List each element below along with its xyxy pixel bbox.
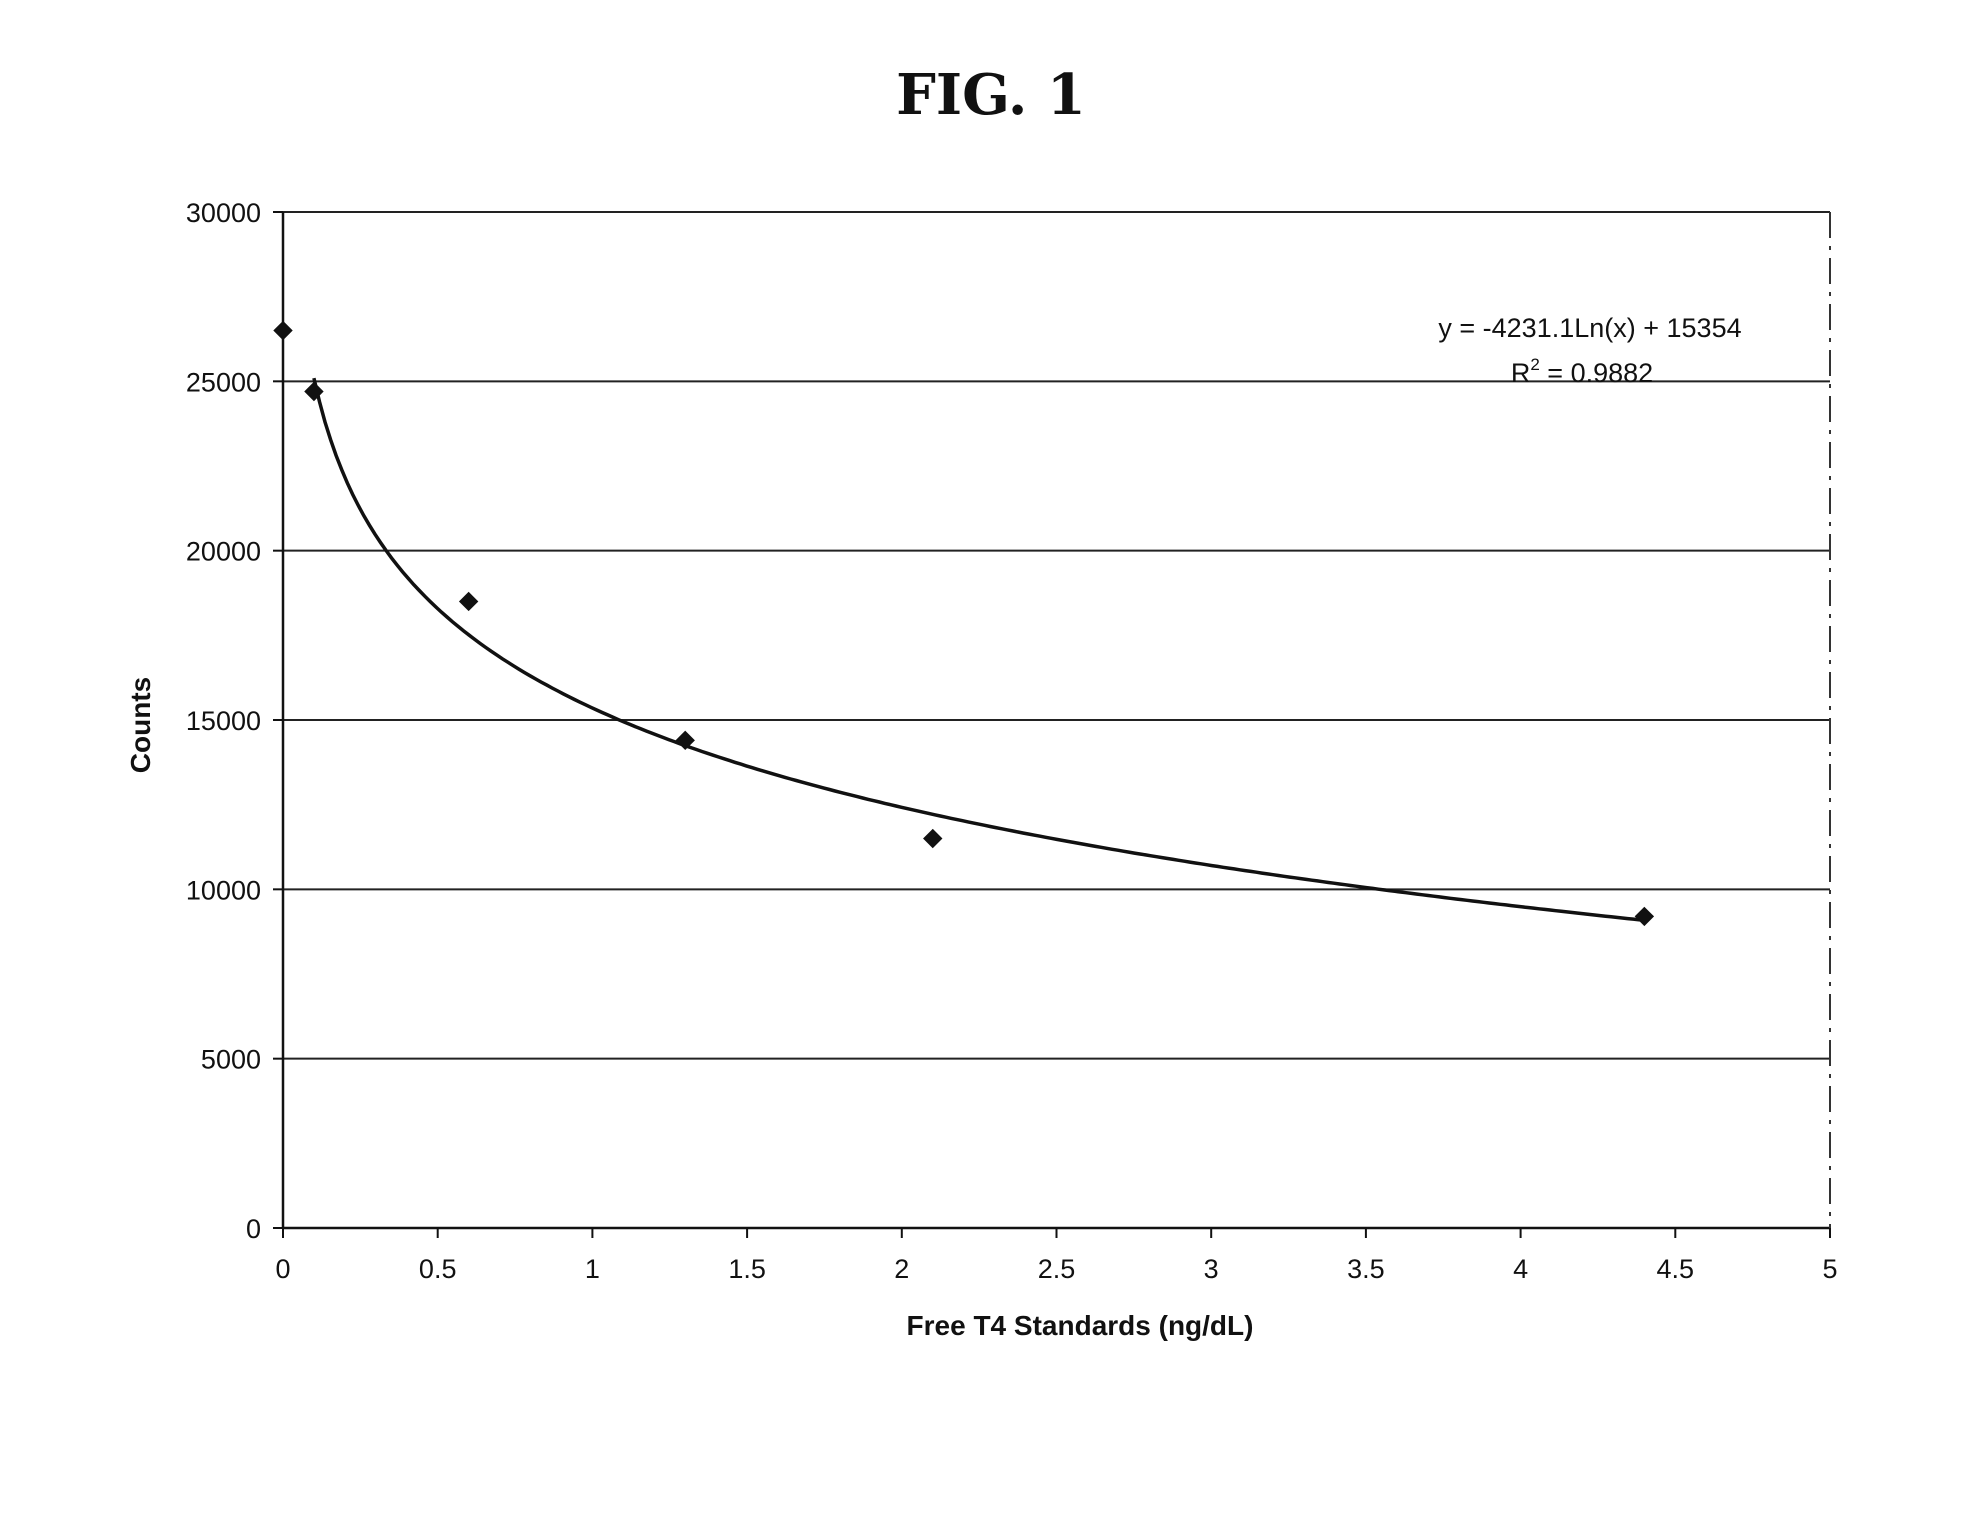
x-tick-label-0: 0 xyxy=(275,1254,290,1284)
x-tick-label-4: 2 xyxy=(894,1254,909,1284)
data-point-4 xyxy=(924,830,942,848)
x-tick-label-10: 5 xyxy=(1822,1254,1837,1284)
y-tick-label-3: 15000 xyxy=(186,706,261,736)
trendline-equation: y = -4231.1Ln(x) + 15354 xyxy=(1438,313,1741,343)
data-point-2 xyxy=(460,592,478,610)
x-tick-label-1: 0.5 xyxy=(419,1254,457,1284)
r-squared-value: = 0.9882 xyxy=(1540,358,1653,388)
r-squared-superscript: 2 xyxy=(1530,355,1539,374)
y-axis-ticks: 0 5000 10000 15000 20000 25000 30000 xyxy=(186,198,283,1244)
data-point-0 xyxy=(274,322,292,340)
x-tick-label-8: 4 xyxy=(1513,1254,1528,1284)
x-tick-label-5: 2.5 xyxy=(1038,1254,1076,1284)
y-axis-title: Counts xyxy=(125,677,156,773)
x-tick-label-3: 1.5 xyxy=(728,1254,766,1284)
y-tick-label-4: 20000 xyxy=(186,537,261,567)
y-tick-label-1: 5000 xyxy=(201,1045,261,1075)
y-tick-label-0: 0 xyxy=(246,1214,261,1244)
x-tick-label-6: 3 xyxy=(1204,1254,1219,1284)
x-tick-label-9: 4.5 xyxy=(1657,1254,1695,1284)
data-points xyxy=(274,322,1653,926)
x-axis-title: Free T4 Standards (ng/dL) xyxy=(907,1310,1254,1341)
x-tick-label-7: 3.5 xyxy=(1347,1254,1385,1284)
x-axis-ticks: 0 0.5 1 1.5 2 2.5 3 3.5 4 4.5 5 xyxy=(275,1228,1837,1284)
data-point-5 xyxy=(1635,907,1653,925)
r-squared-label: R2 = 0.9882 xyxy=(1511,355,1653,388)
trendline xyxy=(314,378,1645,920)
x-tick-label-2: 1 xyxy=(585,1254,600,1284)
y-tick-label-5: 25000 xyxy=(186,367,261,397)
y-tick-label-2: 10000 xyxy=(186,875,261,905)
r-squared-symbol: R xyxy=(1511,358,1531,388)
y-tick-label-6: 30000 xyxy=(186,198,261,228)
